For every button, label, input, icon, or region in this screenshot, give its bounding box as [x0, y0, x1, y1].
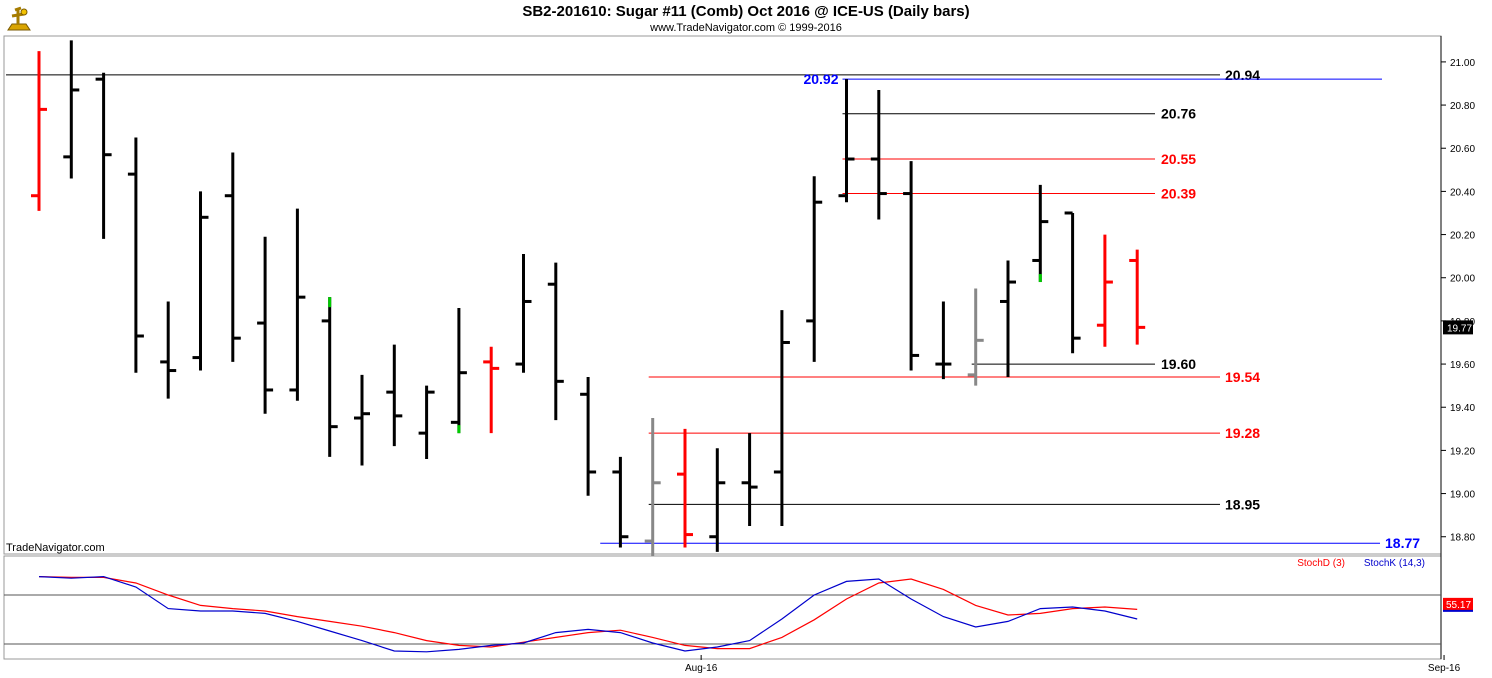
- stoch-value-label: 55.17: [1446, 600, 1471, 611]
- ohlc-bar: [95, 72, 112, 239]
- y-tick-label: 19.00: [1450, 490, 1475, 501]
- stoch-series-line: [38, 575, 1138, 653]
- chart-title: SB2-201610: Sugar #11 (Comb) Oct 2016 @ …: [522, 3, 970, 20]
- level-label: 18.77: [1385, 535, 1420, 551]
- ohlc-bar: [1096, 234, 1113, 347]
- ohlc-bar: [773, 310, 790, 526]
- ohlc-bar: [838, 79, 855, 203]
- ohlc-bar: [806, 176, 823, 362]
- y-tick-label: 19.20: [1450, 446, 1475, 457]
- level-label: 20.94: [1225, 67, 1260, 83]
- x-tick-label: Sep-16: [1428, 663, 1461, 674]
- level-label: 19.54: [1225, 369, 1260, 385]
- ohlc-bar: [63, 40, 80, 179]
- price-panel: [3, 35, 1442, 555]
- y-tick-label: 20.00: [1450, 274, 1475, 285]
- x-tick-label: Aug-16: [685, 663, 718, 674]
- ohlc-bar: [677, 428, 693, 548]
- last-price-box: [1443, 320, 1473, 335]
- ohlc-bar: [515, 253, 532, 373]
- ohlc-bar: [870, 89, 887, 220]
- y-tick-label: 20.20: [1450, 231, 1475, 242]
- y-tick-label: 21.00: [1450, 58, 1475, 69]
- ohlc-bar: [903, 161, 920, 371]
- y-tick-label: 20.60: [1450, 144, 1475, 155]
- ohlc-bar: [1000, 260, 1016, 378]
- ohlc-bar: [580, 377, 597, 496]
- level-label: 20.55: [1161, 151, 1196, 167]
- ohlc-bar: [192, 191, 209, 371]
- stoch-d-value-box: [1443, 597, 1473, 610]
- ohlc-bar: [386, 344, 403, 447]
- ohlc-bar: [289, 208, 306, 401]
- level-label: 19.28: [1225, 425, 1260, 441]
- watermark: TradeNavigator.com: [6, 542, 105, 554]
- ohlc-bar: [127, 137, 144, 373]
- y-tick-label: 19.60: [1450, 360, 1475, 371]
- stoch-legend-d: StochD (3): [1297, 558, 1345, 569]
- stoch-legend-k: StochK (14,3): [1364, 558, 1425, 569]
- level-label: 20.92: [803, 71, 838, 87]
- ohlc-bar: [31, 51, 47, 211]
- y-tick-label: 19.40: [1450, 403, 1475, 414]
- ohlc-bar: [160, 301, 177, 399]
- y-tick-label: 20.40: [1450, 187, 1475, 198]
- level-label: 20.39: [1161, 186, 1196, 202]
- ohlc-bar: [935, 301, 952, 380]
- ohlc-bar: [257, 236, 274, 414]
- ohlc-bar: [547, 262, 564, 421]
- level-label: 19.60: [1161, 356, 1196, 372]
- level-label: 18.95: [1225, 496, 1260, 512]
- ohlc-bar: [1064, 211, 1081, 354]
- ohlc-bar: [483, 346, 500, 434]
- ohlc-bar: [354, 374, 370, 466]
- ohlc-bar: [967, 288, 984, 386]
- chart-subtitle: www.TradeNavigator.com © 1999-2016: [650, 22, 842, 34]
- trade-navigator-logo-icon: [4, 4, 34, 34]
- ohlc-bar: [612, 456, 629, 548]
- last-price-label: 19.77: [1447, 323, 1472, 334]
- ohlc-bar: [709, 448, 726, 552]
- ohlc-bar: [321, 297, 338, 457]
- ohlc-bar: [224, 152, 241, 362]
- ohlc-bar: [1129, 249, 1146, 345]
- level-label: 20.76: [1161, 106, 1196, 122]
- ohlc-bar: [741, 433, 758, 526]
- ohlc-bar: [450, 307, 467, 434]
- y-tick-label: 18.80: [1450, 533, 1475, 544]
- ohlc-bar: [418, 385, 435, 460]
- y-tick-label: 20.80: [1450, 101, 1475, 112]
- stochastic-panel: [3, 555, 1442, 660]
- ohlc-bar: [1032, 184, 1049, 283]
- stoch-series-line: [38, 576, 1138, 650]
- ohlc-bar: [644, 418, 661, 557]
